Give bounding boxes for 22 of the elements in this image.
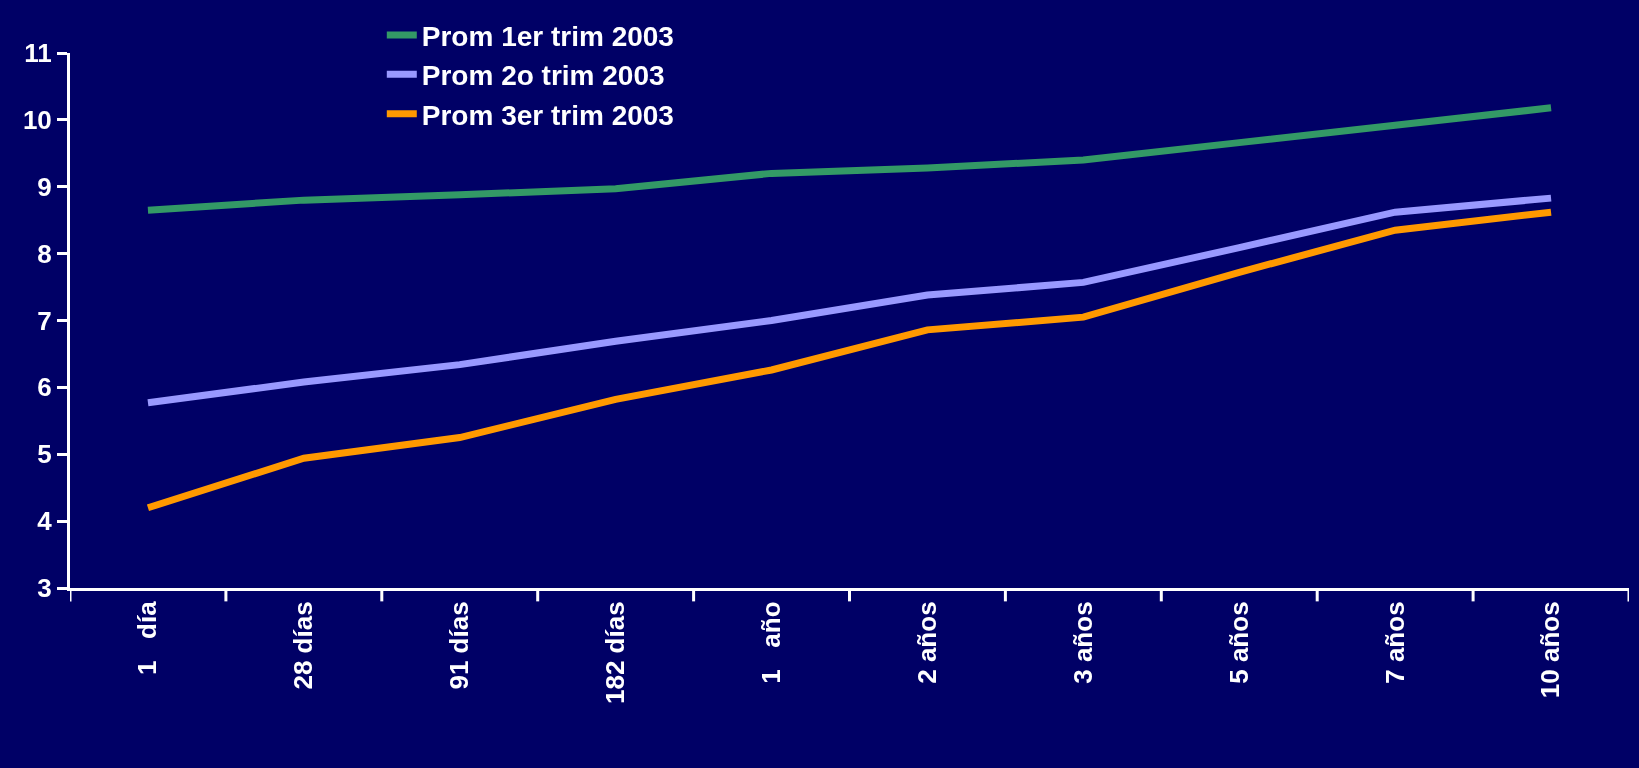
y-tick-label: 9 [37,171,52,202]
x-tick-label: 182 días [600,601,631,705]
x-tick-label: 10 años [1535,601,1566,699]
x-tick-label: 5 años [1223,601,1254,684]
y-tick-label: 11 [24,38,52,69]
y-tick-label: 10 [22,104,52,135]
legend-label: Prom 3er trim 2003 [421,99,674,131]
x-tick-label: 1 año [756,601,786,684]
x-tick-label: 28 días [288,601,319,690]
y-tick-label: 7 [37,305,52,336]
y-tick-label: 8 [37,238,52,269]
legend-label: Prom 2o trim 2003 [421,60,665,92]
y-tick-label: 6 [37,372,52,403]
y-tick-label: 3 [37,573,52,604]
y-tick-label: 4 [37,506,53,537]
y-tick-label: 5 [37,439,52,470]
x-tick-label: 91 días [444,601,475,690]
x-tick-label: 1 día [132,600,163,676]
x-tick-label: 2 años [911,601,942,684]
x-tick-label: 3 años [1067,601,1098,684]
legend-label: Prom 1er trim 2003 [421,20,674,52]
x-tick-label: 7 años [1379,601,1410,684]
